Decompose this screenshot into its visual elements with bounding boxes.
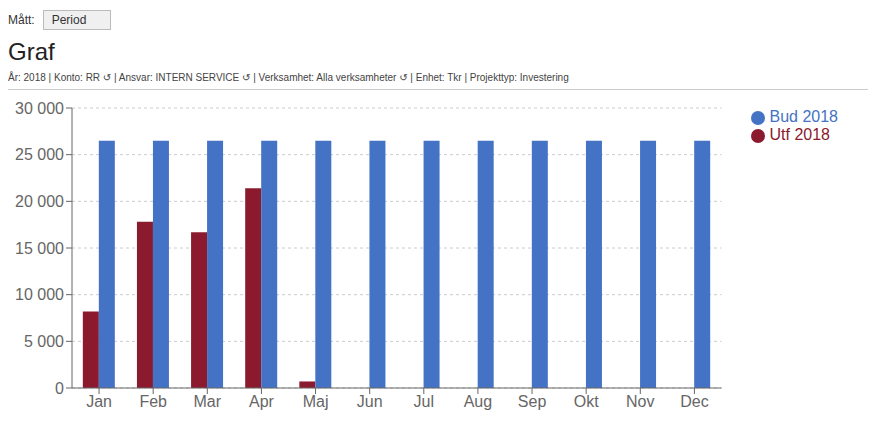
svg-text:25 000: 25 000 [15,146,64,163]
svg-text:Apr: Apr [249,393,275,410]
svg-text:Feb: Feb [139,393,167,410]
svg-text:0: 0 [55,380,64,397]
html-text:Mått:: Mått: [8,13,35,27]
svg-text:10 000: 10 000 [15,286,64,303]
html-text:Graf: Graf [8,38,55,65]
svg-text:Jul: Jul [414,393,434,410]
html-text:Utf 2018: Utf 2018 [769,126,830,143]
svg-text:5 000: 5 000 [24,333,64,350]
svg-text:Aug: Aug [464,393,492,410]
svg-text:Sep: Sep [518,393,547,410]
svg-text:Jan: Jan [86,393,112,410]
svg-text:30 000: 30 000 [15,100,64,117]
html-text:Bud 2018: Bud 2018 [769,108,838,125]
svg-text:Okt: Okt [574,393,599,410]
svg-text:Dec: Dec [680,393,708,410]
svg-text:Maj: Maj [303,393,329,410]
svg-text:Mar: Mar [194,393,222,410]
svg-text:15 000: 15 000 [15,240,64,257]
svg-text:20 000: 20 000 [15,193,64,210]
svg-text:Nov: Nov [626,393,654,410]
html-text:Period: Period [51,13,87,27]
svg-text:Jun: Jun [357,393,383,410]
html-text:År: 2018 | Konto: RR ↺ | Ansva: År: 2018 | Konto: RR ↺ | Ansvar: INTERN … [8,72,569,83]
